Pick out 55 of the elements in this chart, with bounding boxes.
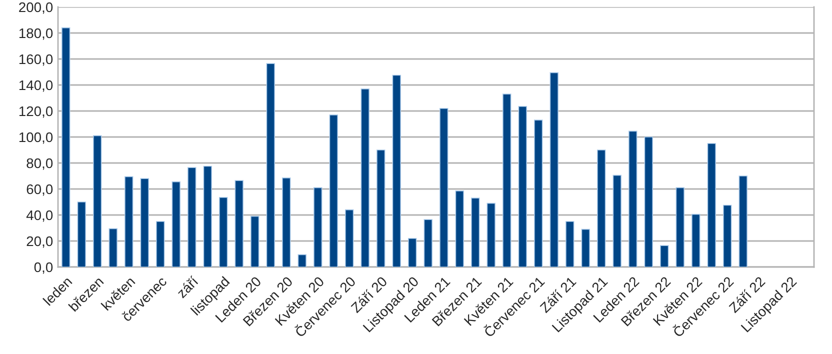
bar bbox=[376, 150, 386, 267]
bar bbox=[77, 202, 86, 267]
bar bbox=[298, 254, 306, 267]
y-tick-label: 0,0 bbox=[34, 262, 53, 274]
bar bbox=[140, 178, 149, 267]
bar bbox=[108, 228, 118, 267]
bar bbox=[738, 176, 748, 267]
y-tick-label: 100,0 bbox=[19, 132, 53, 144]
bar bbox=[360, 88, 370, 267]
bar bbox=[502, 94, 512, 267]
bar bbox=[518, 106, 527, 267]
bar bbox=[345, 209, 354, 267]
bar bbox=[440, 108, 448, 267]
bar bbox=[219, 197, 228, 267]
bar bbox=[660, 245, 669, 267]
y-tick-label: 60,0 bbox=[26, 184, 53, 196]
bar bbox=[234, 180, 244, 267]
bar bbox=[282, 178, 291, 267]
bar bbox=[550, 72, 558, 267]
bar bbox=[172, 181, 180, 267]
bar bbox=[203, 166, 212, 267]
bar bbox=[486, 202, 496, 267]
bar bbox=[471, 198, 480, 267]
bar bbox=[581, 228, 590, 267]
bar bbox=[628, 130, 638, 267]
bar bbox=[566, 221, 574, 267]
bar bbox=[424, 219, 432, 267]
bar bbox=[597, 150, 606, 267]
y-tick-label: 200,0 bbox=[19, 2, 53, 14]
bar bbox=[534, 120, 543, 267]
y-tick-label: 160,0 bbox=[19, 54, 53, 66]
bar bbox=[392, 74, 401, 267]
bar bbox=[408, 238, 417, 267]
bar bbox=[93, 135, 102, 267]
bar bbox=[156, 221, 165, 267]
bar bbox=[124, 176, 134, 267]
bar bbox=[612, 174, 622, 267]
bar bbox=[250, 216, 260, 267]
y-tick-label: 180,0 bbox=[19, 28, 53, 40]
y-tick-label: 80,0 bbox=[26, 158, 53, 170]
bar bbox=[62, 27, 70, 267]
bar bbox=[692, 214, 700, 267]
bar bbox=[707, 143, 716, 267]
bar bbox=[188, 167, 196, 267]
bar bbox=[644, 136, 653, 267]
bar bbox=[676, 187, 684, 267]
y-tick-label: 120,0 bbox=[19, 106, 53, 118]
bar bbox=[266, 63, 275, 267]
y-tick-label: 140,0 bbox=[19, 80, 53, 92]
bar bbox=[455, 190, 464, 267]
bar bbox=[329, 114, 338, 267]
bar bbox=[314, 187, 322, 267]
bar bbox=[723, 204, 732, 267]
y-tick-label: 20,0 bbox=[26, 236, 53, 248]
y-tick-label: 40,0 bbox=[26, 210, 53, 222]
